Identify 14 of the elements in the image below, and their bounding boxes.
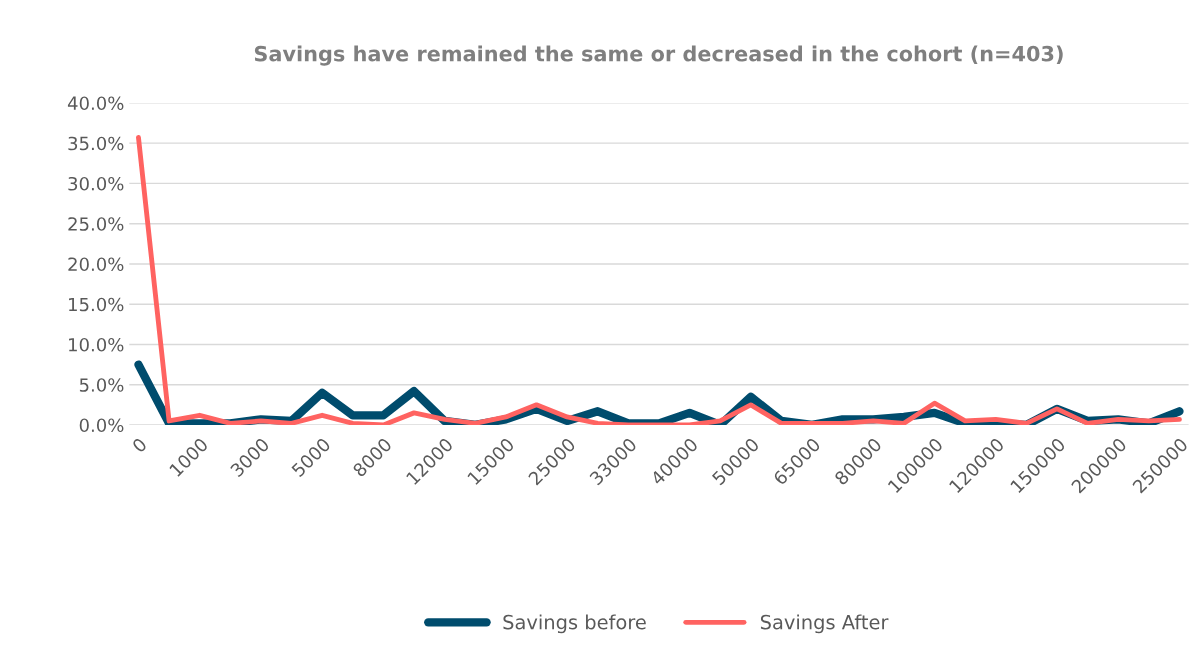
- y-tick-label: 35.0%: [68, 136, 124, 151]
- y-tick-label: 25.0%: [68, 217, 124, 231]
- y-tick-label: 0.0%: [79, 418, 124, 433]
- y-tick-label: 40.0%: [67, 96, 124, 111]
- chart-title: Savings have remained the same or decreased in the cohort (n=403): [254, 45, 1063, 66]
- y-tick-label: 30.0%: [68, 176, 124, 191]
- y-tick-label: 15.0%: [69, 297, 124, 312]
- y-tick-label: 20.0%: [68, 257, 124, 272]
- legend-label: Savings After: [760, 614, 889, 634]
- line-series: [136, 135, 1182, 425]
- x-tick-label: 0: [131, 437, 148, 454]
- y-tick-label: 10.0%: [69, 337, 124, 352]
- legend-label: Savings before: [503, 614, 646, 634]
- y-tick-label: 5.0%: [79, 378, 124, 392]
